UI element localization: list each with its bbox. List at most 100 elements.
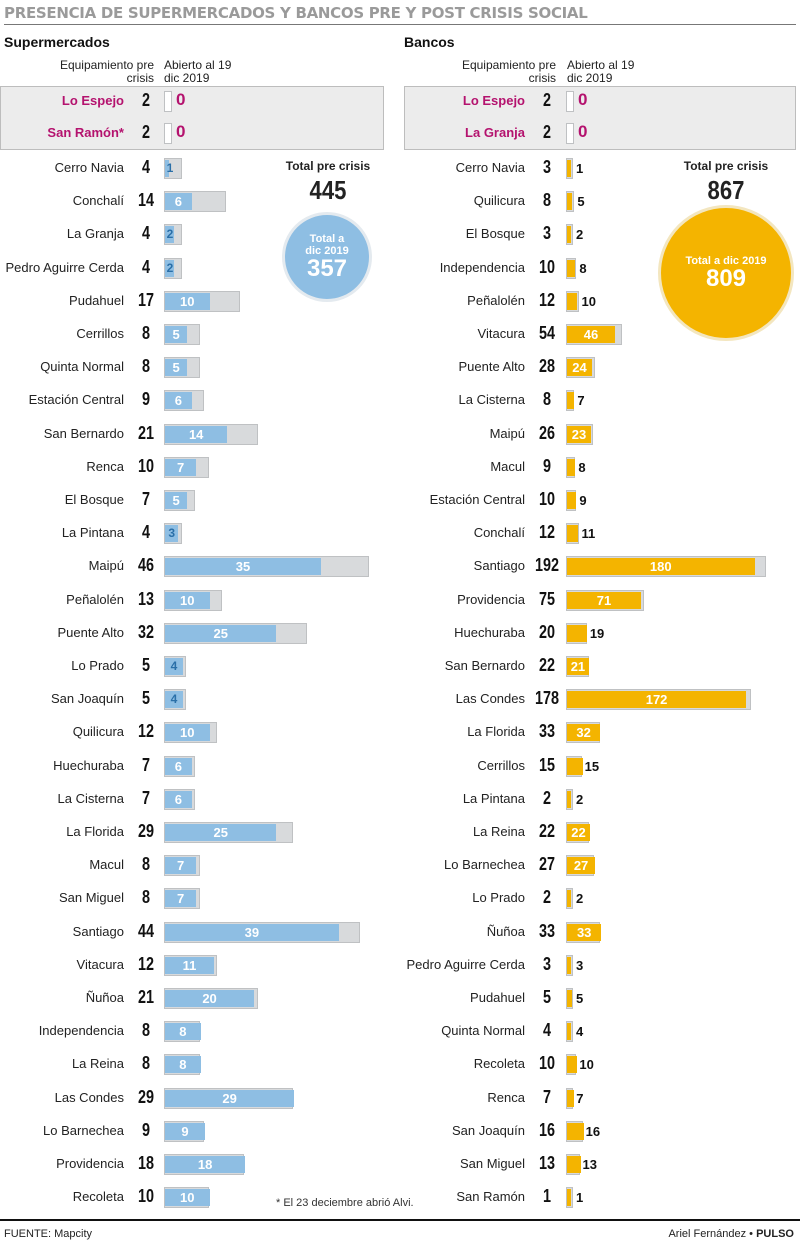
post-crisis-value: 8 (579, 260, 587, 276)
highlight-pre-bar (566, 91, 574, 112)
pre-crisis-value: 29 (137, 821, 155, 841)
pre-crisis-value: 21 (137, 422, 155, 443)
post-crisis-value: 10 (180, 293, 195, 309)
pre-crisis-value: 8 (141, 323, 150, 343)
category-label: Pudahuel (69, 292, 124, 308)
pre-crisis-value: 4 (141, 157, 150, 177)
pre-crisis-value: 29 (137, 1086, 155, 1107)
category-label: Quinta Normal (441, 1023, 525, 1039)
post-crisis-value: 8 (179, 1024, 187, 1040)
category-label: Peñalolén (467, 292, 525, 308)
post-crisis-value: 16 (585, 1123, 601, 1139)
post-crisis-value: 25 (213, 825, 228, 840)
post-crisis-bar (165, 359, 188, 377)
post-crisis-value: 14 (188, 426, 204, 442)
category-label: Macul (89, 857, 124, 873)
post-crisis-value: 32 (576, 725, 591, 741)
total-post-value-supermercados: 357 (306, 255, 348, 282)
pre-crisis-value: 7 (141, 489, 150, 509)
post-crisis-bar (567, 956, 571, 974)
total-pre-label-supermercados: Total pre crisis (285, 159, 371, 173)
pre-crisis-value: 10 (538, 489, 556, 509)
category-label: Lo Prado (71, 658, 124, 673)
pre-crisis-value: 12 (538, 289, 556, 310)
post-crisis-value: 18 (197, 1157, 213, 1172)
highlight-pre-bar (164, 123, 172, 144)
pre-crisis-value: 16 (538, 1119, 556, 1140)
post-crisis-value: 35 (235, 559, 251, 575)
highlight-pre-bar (566, 123, 574, 144)
post-crisis-value: 46 (583, 327, 599, 342)
post-crisis-value: 5 (172, 360, 180, 376)
post-crisis-value: 4 (170, 659, 178, 673)
post-crisis-bar (165, 624, 277, 642)
header-post-supermercados: Abierto al 19 dic 2019 (164, 58, 232, 85)
post-crisis-bar (567, 790, 571, 808)
pre-crisis-value: 17 (137, 289, 155, 310)
category-label: La Pintana (61, 525, 124, 541)
pre-crisis-value: 46 (137, 555, 155, 576)
pre-crisis-value: 8 (141, 854, 150, 875)
category-label: San Joaquín (451, 1122, 525, 1138)
pre-crisis-value: 10 (137, 1186, 155, 1207)
post-crisis-value: 2 (576, 227, 584, 243)
category-label: Independencia (38, 1023, 124, 1039)
category-label: Quilicura (473, 193, 525, 209)
post-crisis-value: 11 (581, 526, 596, 542)
pre-crisis-value: 13 (538, 1153, 556, 1173)
highlight-post-value: 0 (176, 90, 186, 109)
post-crisis-bar (567, 160, 571, 177)
post-crisis-bar (567, 724, 601, 742)
pre-crisis-value: 18 (137, 1153, 155, 1173)
post-crisis-bar (165, 193, 192, 211)
pre-crisis-value: 33 (538, 920, 556, 941)
highlight-label: Lo Espejo (462, 93, 525, 108)
post-crisis-value: 20 (202, 991, 217, 1006)
pre-crisis-value: 20 (538, 621, 556, 642)
pre-crisis-value: 4 (141, 223, 150, 244)
category-label: Puente Alto (458, 359, 526, 375)
category-label: Lo Prado (472, 890, 525, 906)
post-crisis-bar (165, 857, 197, 875)
pre-crisis-value: 12 (538, 522, 556, 543)
post-crisis-bar (165, 923, 339, 941)
post-crisis-value: 10 (180, 725, 195, 741)
category-label: Pedro Aguirre Cerda (5, 259, 124, 275)
post-crisis-value: 25 (213, 625, 228, 641)
pre-crisis-value: 5 (141, 688, 150, 709)
post-crisis-value: 6 (174, 791, 182, 807)
pre-crisis-value: 8 (542, 389, 551, 410)
footnote: * El 23 deciembre abrió Alvi. (276, 1197, 414, 1209)
header-pre-bancos: Equipamiento pre crisis (461, 58, 556, 85)
pre-crisis-value: 8 (141, 356, 150, 377)
post-crisis-bar (567, 624, 587, 642)
category-label: Santiago (473, 558, 525, 574)
post-crisis-bar (567, 890, 571, 908)
post-crisis-bar (165, 392, 192, 410)
post-crisis-value: 33 (576, 924, 592, 940)
post-crisis-bar (165, 1156, 246, 1173)
post-crisis-value: 2 (166, 260, 174, 275)
post-crisis-bar (165, 160, 170, 177)
section-title-bancos: Bancos (404, 34, 455, 50)
pre-crisis-value: 54 (538, 323, 556, 343)
post-crisis-value: 27 (573, 858, 589, 874)
pre-crisis-value: 44 (137, 920, 155, 941)
category-label: Vitacura (76, 956, 124, 972)
post-crisis-bar (165, 591, 210, 609)
category-label: Estación Central (429, 492, 525, 507)
highlight-label: San Ramón* (47, 125, 124, 140)
post-crisis-value: 7 (176, 891, 185, 907)
post-crisis-value: 1 (166, 161, 174, 175)
post-crisis-value: 71 (596, 592, 612, 608)
post-crisis-value: 3 (576, 957, 584, 973)
pre-crisis-value: 10 (538, 1053, 556, 1074)
pre-crisis-value: 7 (141, 754, 150, 775)
category-label: San Miguel (58, 890, 124, 906)
category-label: Las Condes (455, 691, 525, 707)
category-label: Recoleta (473, 1056, 525, 1072)
post-crisis-bar (165, 326, 188, 343)
post-crisis-bar (567, 292, 578, 310)
pre-crisis-value: 32 (137, 621, 155, 642)
post-crisis-bar (567, 458, 576, 476)
